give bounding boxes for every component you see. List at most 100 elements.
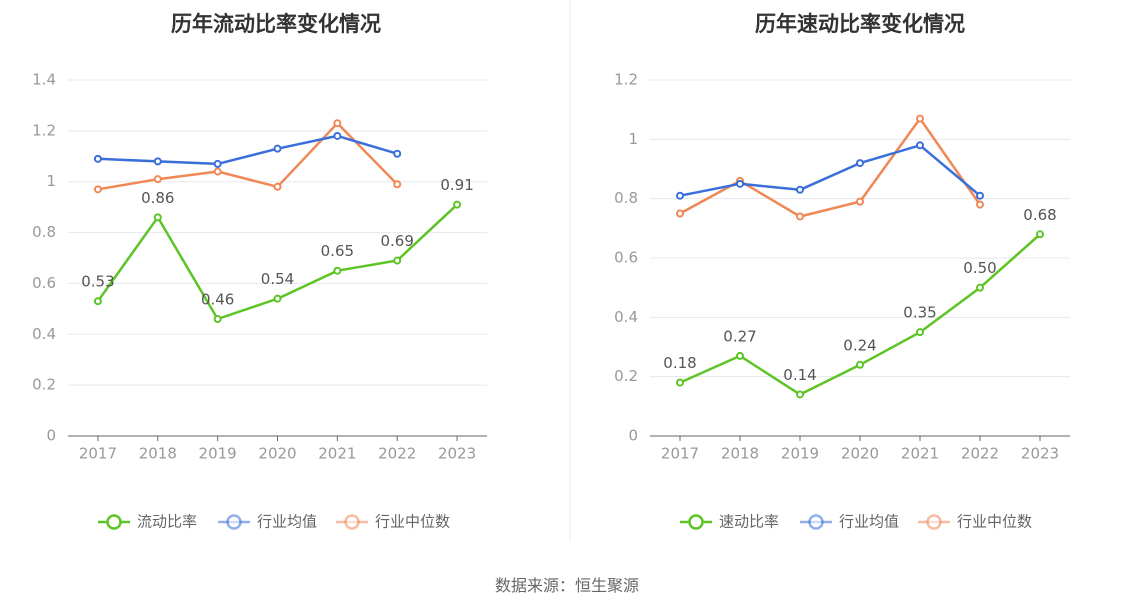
data-point: [333, 119, 342, 128]
y-tick-label: 1.4: [32, 71, 56, 89]
x-tick-label: 2021: [318, 445, 356, 463]
legend-item: 行业中位数: [336, 513, 450, 531]
data-point: [153, 175, 162, 184]
legend-label: 行业中位数: [375, 513, 450, 531]
y-tick-label: 1: [46, 172, 56, 190]
legend: 速动比率 行业均值 行业中位数: [680, 513, 1032, 531]
legend-marker: [808, 514, 824, 530]
y-tick-label: 1.2: [614, 71, 638, 89]
x-tick-label: 2023: [438, 445, 476, 463]
data-label: 0.53: [81, 273, 114, 291]
data-point: [153, 213, 162, 222]
x-tick-label: 2018: [139, 445, 177, 463]
x-tick-label: 2019: [781, 445, 819, 463]
data-label: 0.24: [843, 336, 876, 354]
data-point: [976, 200, 984, 209]
data-label: 0.68: [1023, 206, 1056, 224]
data-point: [856, 159, 864, 168]
data-point: [93, 297, 102, 306]
data-point: [153, 157, 162, 166]
legend-marker: [926, 514, 942, 530]
data-point: [393, 180, 402, 189]
data-label: 0.27: [723, 327, 756, 345]
legend-marker: [344, 514, 360, 530]
legend-item: 流动比率: [98, 513, 197, 531]
data-point: [916, 141, 924, 150]
legend-item: 行业中位数: [918, 513, 1032, 531]
data-point: [796, 185, 804, 194]
data-label: 0.86: [141, 189, 174, 207]
legend-label: 行业中位数: [957, 513, 1032, 531]
y-tick-label: 0: [628, 427, 638, 445]
x-tick-label: 2021: [901, 445, 939, 463]
data-point: [213, 315, 222, 324]
data-point: [393, 256, 402, 265]
y-tick-label: 0.2: [32, 376, 56, 394]
data-point: [93, 154, 102, 163]
legend-item: 行业均值: [218, 513, 317, 531]
data-label: 0.14: [783, 366, 816, 384]
data-point: [333, 266, 342, 275]
data-point: [333, 131, 342, 140]
series-line: [679, 117, 982, 218]
data-point: [976, 283, 984, 292]
legend-label: 流动比率: [137, 513, 197, 531]
data-point: [676, 378, 684, 387]
data-label: 0.18: [663, 354, 696, 372]
x-tick-label: 2020: [841, 445, 879, 463]
x-tick-label: 2020: [258, 445, 296, 463]
series-industry-median: [676, 114, 984, 221]
legend-marker: [106, 514, 122, 530]
data-point: [976, 191, 984, 200]
x-tick-label: 2018: [721, 445, 759, 463]
data-point: [916, 328, 924, 337]
data-point: [856, 360, 864, 369]
data-point: [273, 294, 282, 303]
data-point: [676, 191, 684, 200]
data-point: [856, 197, 864, 206]
legend-marker: [688, 514, 704, 530]
series-industry-mean: [676, 141, 984, 200]
x-tick-label: 2019: [199, 445, 237, 463]
series-primary: 0.53 0.86 0.46 0.54 0.65 0.69 0.91: [81, 176, 474, 324]
chart-panel-1: 历年流动比率变化情况 0 0.2 0.4 0.6 0.8 1 1.2 1.4 2017 2018 20…: [32, 12, 487, 531]
legend-label: 行业均值: [839, 513, 899, 531]
data-label: 0.65: [321, 242, 354, 260]
y-tick-label: 0.8: [614, 189, 638, 207]
data-label: 0.46: [201, 291, 234, 309]
series-line: [97, 121, 399, 191]
y-tick-label: 0.8: [32, 223, 56, 241]
x-tick-label: 2017: [79, 445, 117, 463]
legend-label: 行业均值: [257, 513, 317, 531]
series-industry-mean: [93, 131, 402, 168]
y-tick-label: 0.2: [614, 367, 638, 385]
chart-title: 历年流动比率变化情况: [171, 12, 381, 36]
data-label: 0.54: [261, 270, 294, 288]
x-tick-label: 2022: [378, 445, 416, 463]
data-point: [93, 185, 102, 194]
legend: 流动比率 行业均值 行业中位数: [98, 513, 450, 531]
data-point: [213, 159, 222, 168]
y-tick-label: 0.4: [32, 325, 56, 343]
data-source-note: 数据来源：恒生聚源: [494, 576, 639, 595]
series-line: [97, 134, 398, 166]
y-tick-label: 1: [628, 130, 638, 148]
y-tick-label: 0.6: [614, 249, 638, 267]
chart-title: 历年速动比率变化情况: [755, 12, 965, 36]
legend-item: 行业均值: [800, 513, 899, 531]
legend-item: 速动比率: [680, 513, 779, 531]
data-point: [736, 179, 744, 188]
x-tick-label: 2023: [1021, 445, 1059, 463]
y-tick-label: 0.6: [32, 274, 56, 292]
data-point: [916, 114, 924, 123]
data-label: 0.50: [963, 259, 996, 277]
data-point: [213, 167, 222, 176]
chart-panel-2: 历年速动比率变化情况 0 0.2 0.4 0.6 0.8 1 1.2 2017 2018 2019 2…: [614, 12, 1070, 531]
legend-label: 速动比率: [719, 513, 779, 531]
data-point: [1036, 230, 1044, 239]
data-point: [393, 149, 402, 158]
data-point: [796, 212, 804, 221]
data-point: [273, 182, 282, 191]
series-line: [679, 144, 981, 197]
